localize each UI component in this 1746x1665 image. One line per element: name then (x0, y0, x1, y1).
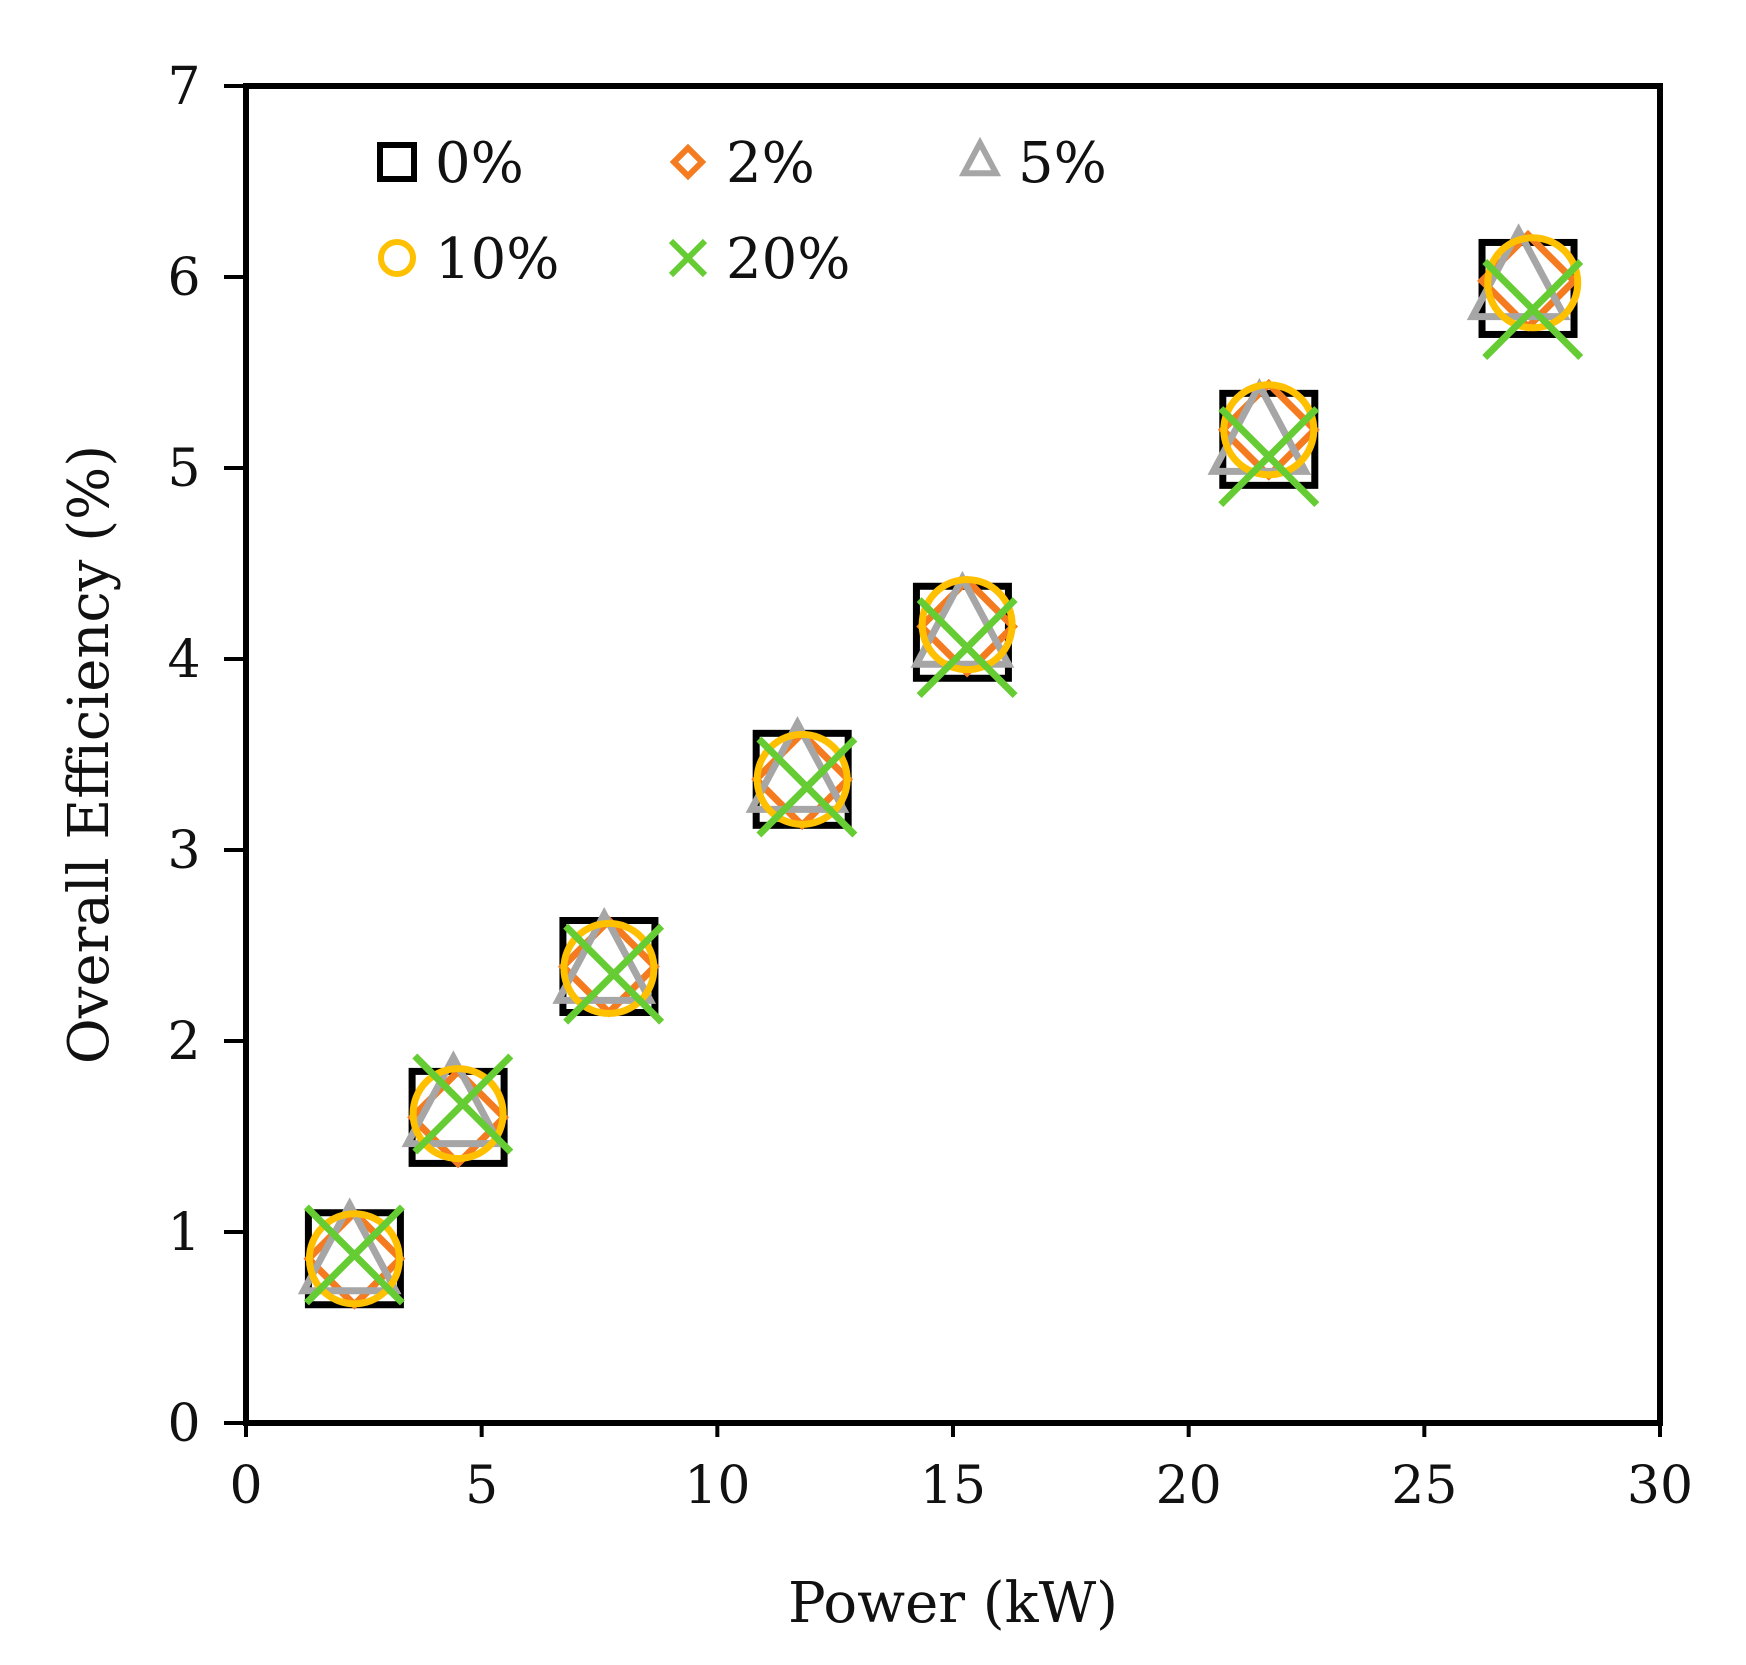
x-tick-label: 25 (1391, 1456, 1457, 1516)
legend-marker (378, 239, 416, 277)
y-tick-label: 1 (167, 1203, 200, 1263)
data-point (918, 576, 1016, 674)
axes: 0 5 10 15 20 25 30 0 1 2 3 4 5 6 7 (167, 57, 1693, 1516)
data-markers (297, 223, 1584, 1310)
y-axis-title: Overall Efficiency (%) (57, 445, 122, 1064)
x-tick-label: 20 (1156, 1456, 1222, 1516)
legend-label: 20% (726, 227, 850, 292)
x-tick-label: 30 (1627, 1456, 1693, 1516)
legend-label: 0% (435, 131, 524, 196)
y-tick-label: 5 (167, 439, 200, 499)
x-tick-label: 10 (684, 1456, 750, 1516)
data-point (1482, 258, 1584, 360)
data-point (560, 919, 658, 1017)
legend-item: 0% (377, 131, 524, 196)
data-point (305, 1210, 403, 1308)
x-tick-label: 0 (229, 1456, 262, 1516)
data-point (563, 923, 665, 1025)
legend-marker (669, 143, 707, 181)
series-10pct (305, 234, 1582, 1308)
legend-marker (958, 136, 1002, 177)
legend-marker (377, 142, 417, 182)
legend-item: 2% (669, 131, 815, 196)
y-tick-label: 6 (167, 248, 200, 308)
data-point (1220, 381, 1318, 479)
y-tick-label: 4 (167, 630, 200, 690)
legend-marker (668, 238, 708, 278)
data-point (401, 1050, 506, 1148)
data-point (753, 730, 851, 828)
data-point (1484, 234, 1582, 332)
x-tick-label: 15 (920, 1456, 986, 1516)
legend-item: 10% (378, 227, 559, 292)
y-tick-label: 7 (167, 57, 200, 117)
data-point (297, 1197, 402, 1295)
data-point (412, 1053, 514, 1155)
legend-label: 2% (726, 131, 815, 196)
data-point (1218, 406, 1320, 508)
y-tick-label: 3 (167, 821, 200, 881)
data-point (916, 597, 1018, 699)
x-axis-title: Power (kW) (788, 1571, 1118, 1636)
legend-label: 5% (1018, 131, 1107, 196)
data-point (756, 736, 858, 838)
legend-item: 20% (668, 227, 850, 292)
y-tick-label: 2 (167, 1012, 200, 1072)
data-point (745, 715, 850, 813)
data-point (409, 1065, 507, 1163)
y-tick-label: 0 (167, 1394, 200, 1454)
legend-label: 10% (435, 227, 559, 292)
data-point (303, 1204, 405, 1306)
series-20pct (303, 258, 1584, 1306)
legend: 0% 2% 5% 10% 20% (377, 131, 1107, 292)
legend-item: 5% (958, 131, 1107, 196)
x-tick-label: 5 (465, 1456, 498, 1516)
